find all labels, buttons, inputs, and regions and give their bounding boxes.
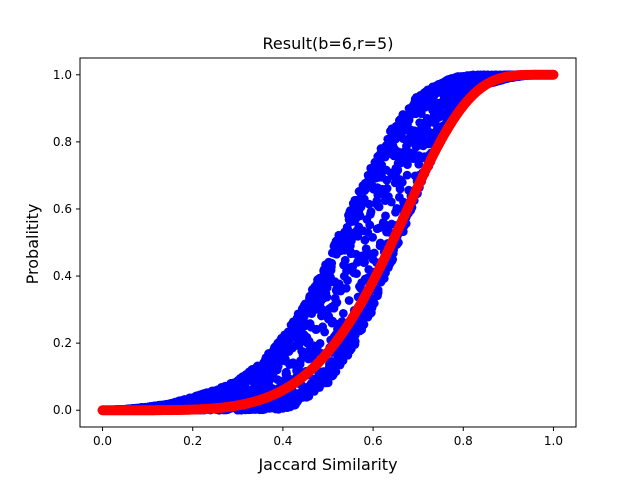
blue-point bbox=[340, 255, 350, 265]
blue-point bbox=[317, 305, 327, 314]
blue-point bbox=[366, 207, 376, 217]
blue-point bbox=[359, 194, 369, 204]
blue-point bbox=[315, 338, 325, 348]
x-axis: 0.0 0.2 0.4 0.6 0.8 1.0 bbox=[93, 427, 563, 448]
blue-point bbox=[388, 141, 398, 151]
blue-point bbox=[359, 320, 369, 329]
blue-point bbox=[299, 311, 309, 321]
blue-point bbox=[382, 175, 392, 185]
blue-point bbox=[331, 367, 341, 377]
y-tick-label: 0.2 bbox=[53, 336, 72, 350]
blue-point bbox=[353, 231, 363, 241]
blue-point bbox=[382, 184, 392, 193]
blue-point bbox=[397, 178, 407, 187]
blue-point bbox=[321, 378, 331, 388]
x-tick-label: 0.6 bbox=[364, 434, 383, 448]
blue-point bbox=[374, 202, 384, 212]
blue-point bbox=[341, 283, 351, 293]
blue-point bbox=[356, 202, 366, 212]
blue-point bbox=[343, 275, 352, 285]
blue-point bbox=[344, 296, 354, 305]
blue-point bbox=[381, 211, 390, 221]
y-tick-label: 1.0 bbox=[53, 68, 72, 82]
blue-point bbox=[402, 170, 412, 180]
blue-point bbox=[368, 232, 378, 242]
blue-point bbox=[320, 327, 330, 337]
blue-point bbox=[360, 186, 369, 195]
blue-point bbox=[322, 292, 332, 302]
blue-point bbox=[315, 383, 324, 392]
blue-point bbox=[339, 238, 349, 247]
blue-point bbox=[332, 298, 342, 307]
blue-point bbox=[294, 321, 303, 331]
blue-point bbox=[367, 181, 377, 191]
red-point bbox=[548, 69, 559, 80]
blue-point bbox=[414, 159, 424, 169]
y-tick-label: 0.6 bbox=[53, 202, 72, 216]
x-tick-label: 0.8 bbox=[454, 434, 473, 448]
x-tick-label: 0.0 bbox=[93, 434, 112, 448]
blue-point bbox=[335, 360, 345, 370]
y-tick-label: 0.0 bbox=[53, 403, 72, 417]
y-axis: 0.0 0.2 0.4 0.6 0.8 1.0 bbox=[53, 68, 80, 417]
chart-title: Result(b=6,r=5) bbox=[263, 34, 394, 53]
blue-point bbox=[360, 235, 370, 245]
plot-area bbox=[79, 57, 577, 428]
blue-point bbox=[369, 298, 379, 308]
blue-point bbox=[393, 165, 403, 175]
blue-point bbox=[360, 257, 369, 267]
blue-point bbox=[380, 152, 390, 162]
blue-point bbox=[377, 160, 387, 170]
blue-point bbox=[343, 224, 352, 234]
blue-point bbox=[386, 197, 396, 207]
blue-point bbox=[375, 238, 385, 248]
blue-point bbox=[352, 269, 361, 279]
blue-point bbox=[338, 308, 348, 318]
blue-point bbox=[369, 248, 379, 258]
y-tick-label: 0.8 bbox=[53, 135, 72, 149]
x-axis-label: Jaccard Similarity bbox=[257, 455, 397, 474]
axes-frame bbox=[79, 57, 577, 428]
y-tick-label: 0.4 bbox=[53, 269, 72, 283]
y-axis-label: Probalitity bbox=[23, 204, 42, 285]
x-tick-label: 0.4 bbox=[273, 434, 292, 448]
blue-point bbox=[373, 285, 383, 295]
blue-point bbox=[288, 358, 298, 368]
x-tick-label: 0.2 bbox=[183, 434, 202, 448]
x-tick-label: 1.0 bbox=[544, 434, 563, 448]
blue-point bbox=[327, 258, 337, 268]
blue-point bbox=[348, 340, 358, 350]
blue-point bbox=[365, 220, 375, 230]
